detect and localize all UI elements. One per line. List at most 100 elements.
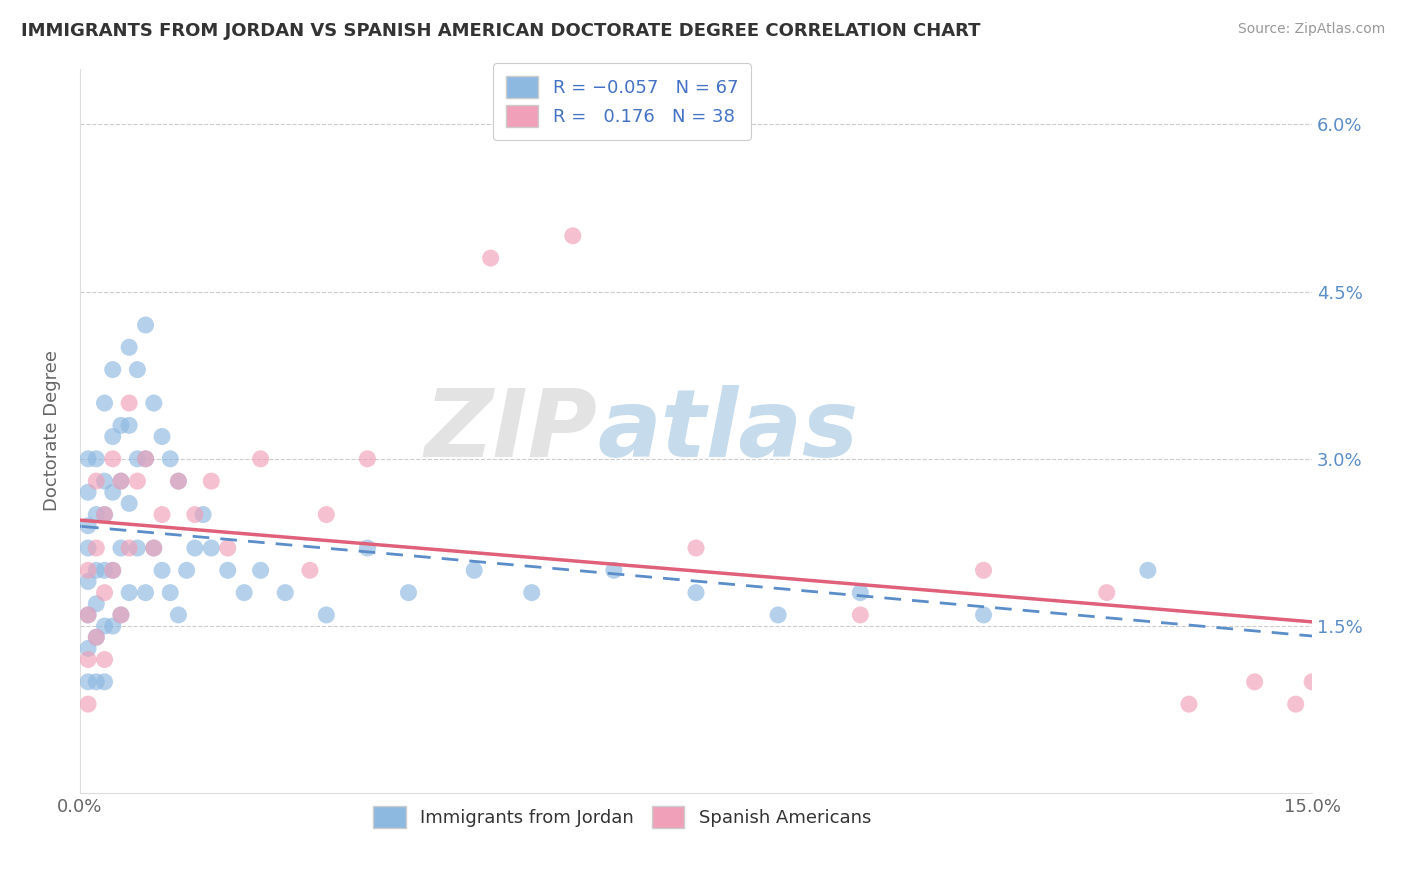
Point [101, 563, 124, 577]
Point [93, 674, 115, 689]
Point [110, 541, 132, 555]
Point [77, 607, 100, 622]
Y-axis label: Doctorate Degree: Doctorate Degree [44, 351, 60, 511]
Point [101, 619, 124, 633]
Text: Source: ZipAtlas.com: Source: ZipAtlas.com [1237, 22, 1385, 37]
Point [77, 541, 100, 555]
Point [685, 541, 707, 555]
Point [167, 474, 190, 488]
Point [101, 485, 124, 500]
Point [84, 508, 107, 522]
Point [142, 541, 165, 555]
Point [520, 585, 543, 599]
Point [315, 607, 337, 622]
Point [200, 541, 222, 555]
Point [93, 652, 115, 666]
Point [127, 541, 149, 555]
Point [479, 251, 502, 265]
Point [101, 362, 124, 376]
Point [1285, 697, 1308, 711]
Point [118, 496, 141, 510]
Point [84, 630, 107, 644]
Point [77, 451, 100, 466]
Point [159, 451, 181, 466]
Point [110, 474, 132, 488]
Point [101, 563, 124, 577]
Point [118, 418, 141, 433]
Point [1095, 585, 1118, 599]
Point [233, 585, 256, 599]
Point [217, 541, 239, 555]
Point [274, 585, 297, 599]
Point [84, 674, 107, 689]
Point [356, 451, 378, 466]
Point [127, 362, 149, 376]
Point [1178, 697, 1201, 711]
Point [398, 585, 420, 599]
Point [127, 474, 149, 488]
Point [101, 451, 124, 466]
Text: IMMIGRANTS FROM JORDAN VS SPANISH AMERICAN DOCTORATE DEGREE CORRELATION CHART: IMMIGRANTS FROM JORDAN VS SPANISH AMERIC… [21, 22, 980, 40]
Point [167, 607, 190, 622]
Point [135, 585, 157, 599]
Point [84, 541, 107, 555]
Point [77, 607, 100, 622]
Point [150, 508, 173, 522]
Point [101, 429, 124, 443]
Point [110, 607, 132, 622]
Point [93, 508, 115, 522]
Point [184, 508, 207, 522]
Point [356, 541, 378, 555]
Point [159, 585, 181, 599]
Point [603, 563, 626, 577]
Point [110, 418, 132, 433]
Point [249, 451, 271, 466]
Point [135, 451, 157, 466]
Point [84, 597, 107, 611]
Point [77, 563, 100, 577]
Text: atlas: atlas [598, 385, 859, 477]
Point [1243, 674, 1265, 689]
Point [463, 563, 485, 577]
Point [77, 485, 100, 500]
Point [118, 396, 141, 410]
Point [93, 474, 115, 488]
Point [135, 451, 157, 466]
Point [766, 607, 789, 622]
Point [200, 474, 222, 488]
Point [315, 508, 337, 522]
Point [118, 541, 141, 555]
Point [84, 563, 107, 577]
Point [110, 474, 132, 488]
Point [150, 429, 173, 443]
Text: ZIP: ZIP [425, 385, 598, 477]
Point [249, 563, 271, 577]
Point [77, 518, 100, 533]
Point [849, 585, 872, 599]
Point [176, 563, 198, 577]
Point [184, 541, 207, 555]
Point [142, 396, 165, 410]
Point [118, 585, 141, 599]
Point [84, 474, 107, 488]
Point [191, 508, 214, 522]
Point [110, 607, 132, 622]
Point [973, 607, 995, 622]
Point [298, 563, 321, 577]
Point [77, 652, 100, 666]
Point [93, 508, 115, 522]
Point [973, 563, 995, 577]
Point [93, 619, 115, 633]
Point [849, 607, 872, 622]
Point [93, 585, 115, 599]
Point [1136, 563, 1159, 577]
Point [84, 630, 107, 644]
Point [93, 563, 115, 577]
Point [685, 585, 707, 599]
Point [77, 674, 100, 689]
Point [77, 574, 100, 589]
Point [118, 340, 141, 354]
Point [217, 563, 239, 577]
Point [127, 451, 149, 466]
Point [150, 563, 173, 577]
